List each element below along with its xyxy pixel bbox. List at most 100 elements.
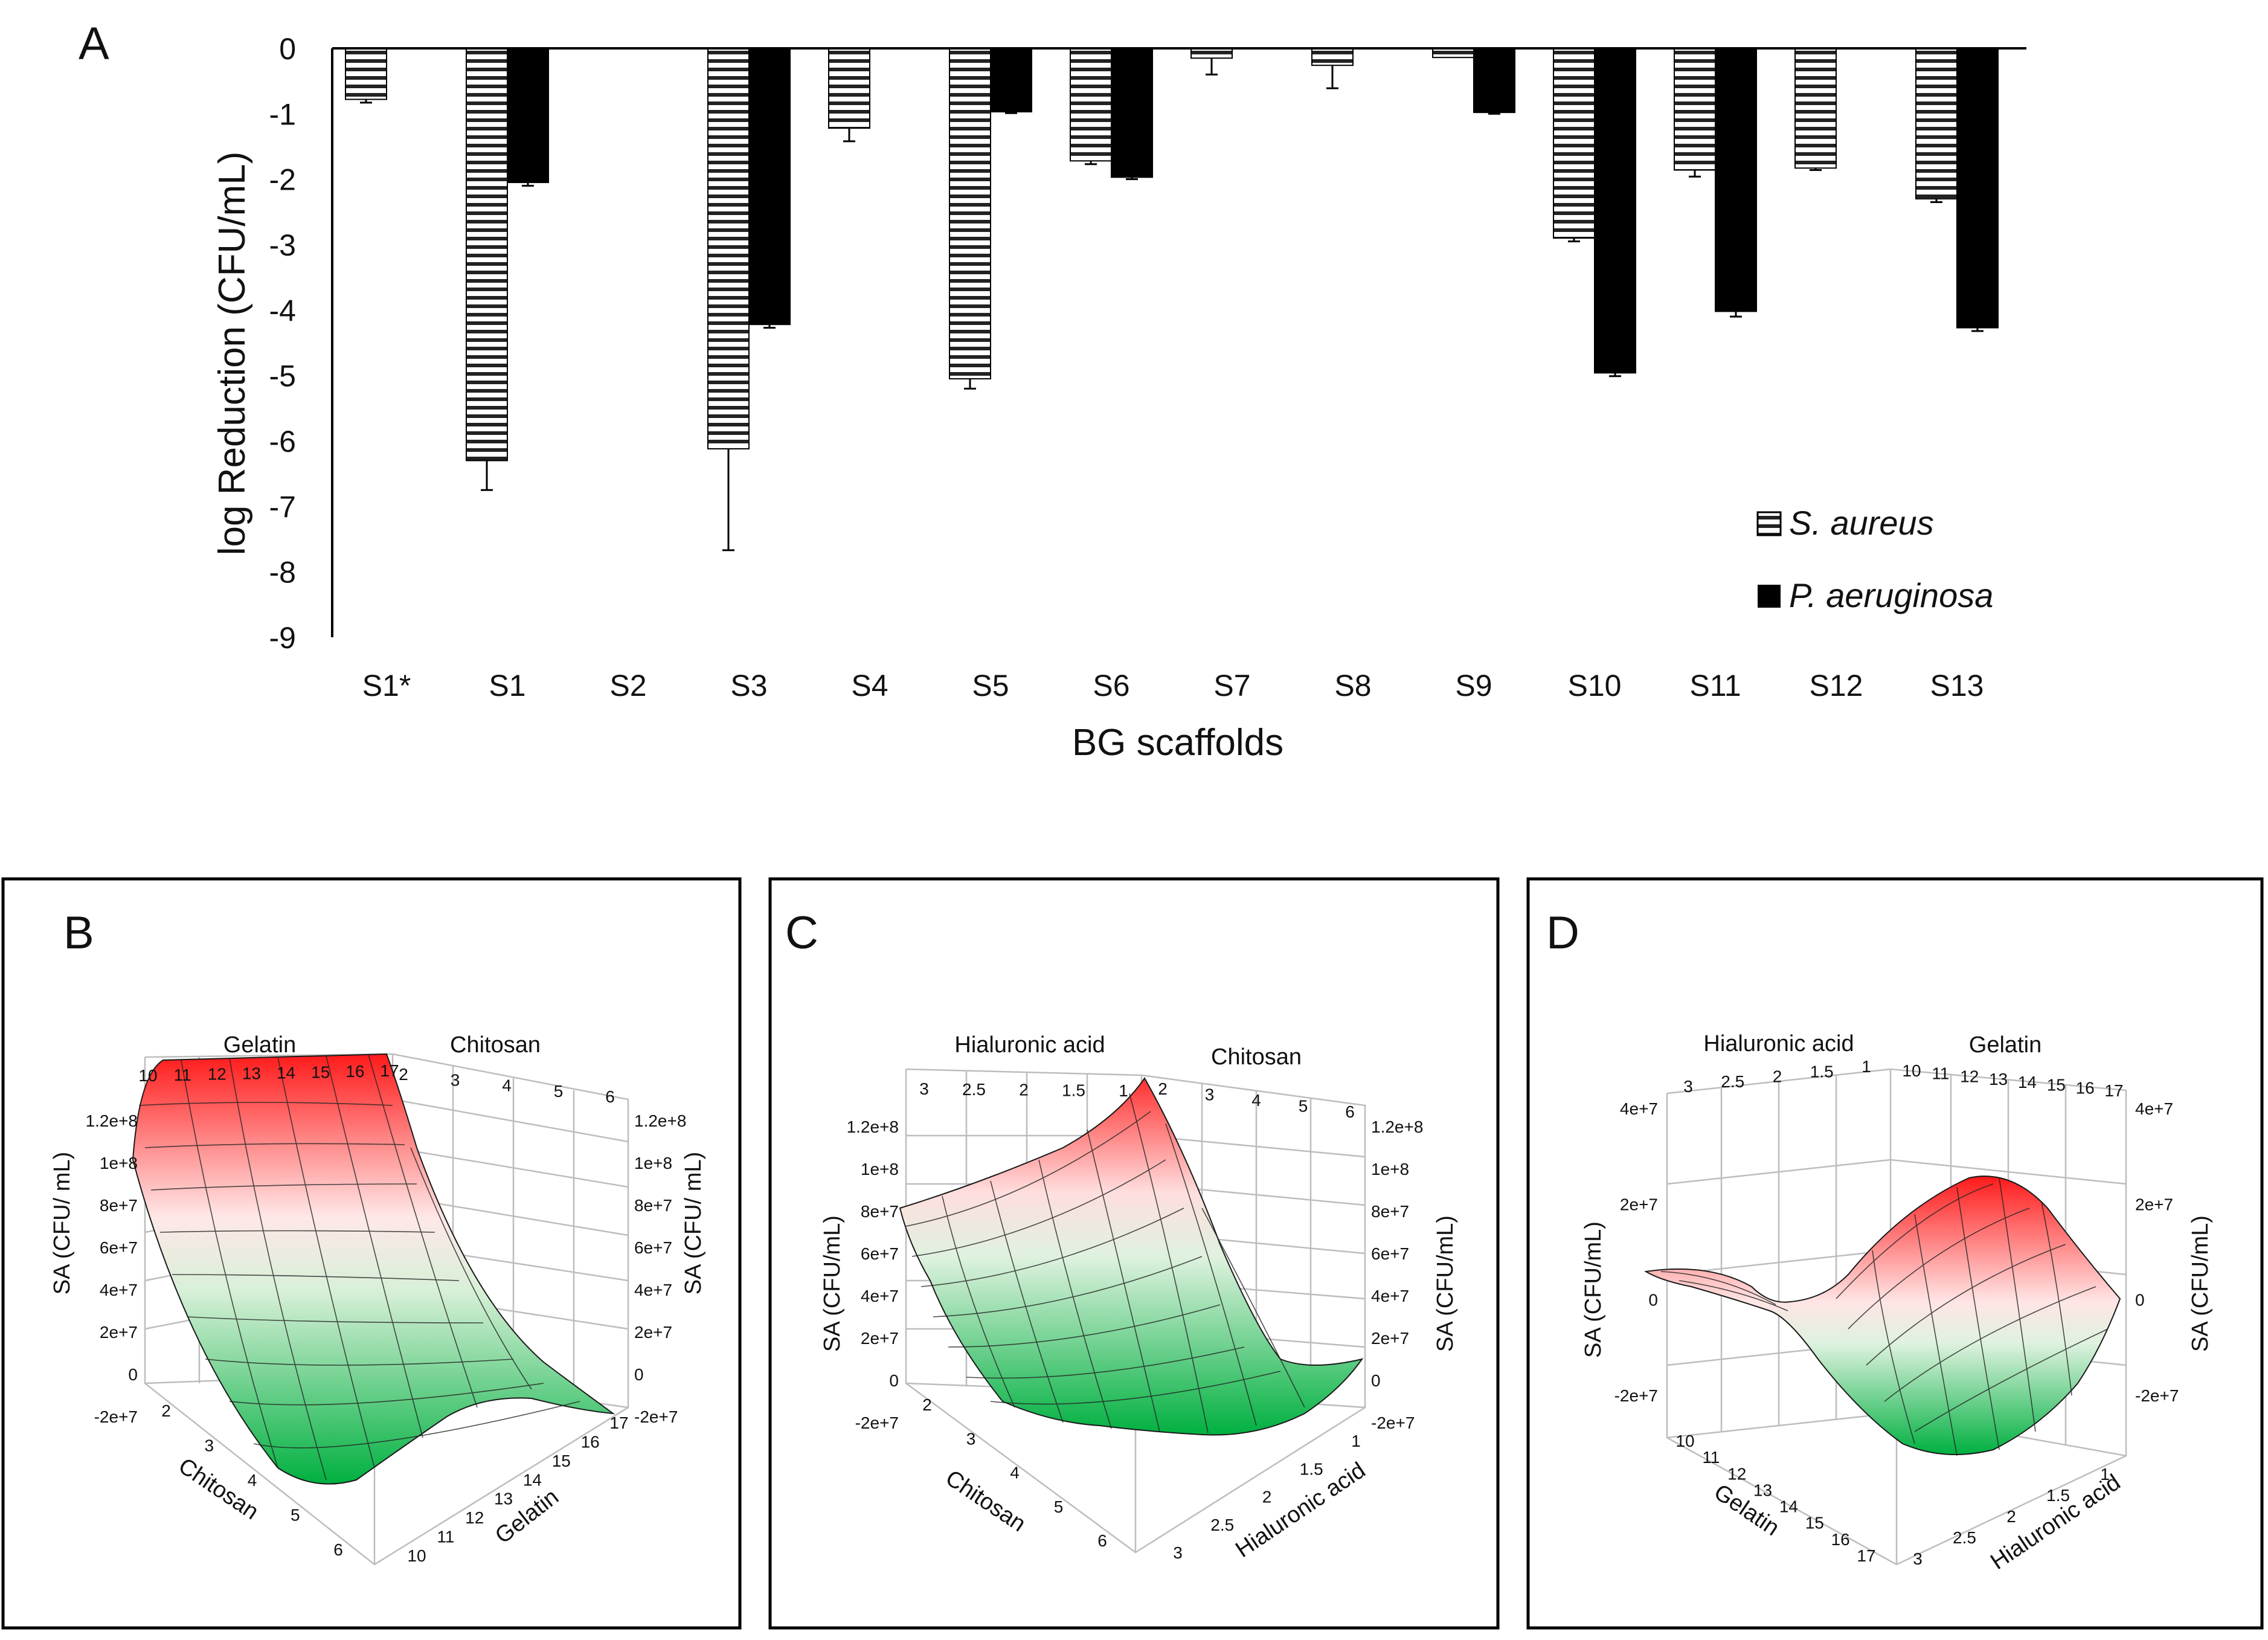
front-right-tick-label: 2 xyxy=(1262,1488,1272,1507)
panel-b-mesh xyxy=(138,1054,580,1481)
panel-d-zlabel-left: SA (CFU/mL) xyxy=(1581,1221,1606,1358)
bar-s-aureus xyxy=(1553,48,1595,239)
z-tick-label-right: 4e+7 xyxy=(2135,1099,2173,1118)
front-left-tick-label: 2 xyxy=(922,1395,932,1414)
legend-swatch-p-aeruginosa xyxy=(1758,585,1781,608)
front-left-tick-label: 3 xyxy=(966,1429,976,1448)
panel-a-label: A xyxy=(79,18,109,69)
panel-d: D Hialuronic acid Gelatin SA (CFU/mL) xyxy=(1526,877,2264,1630)
front-left-tick-label: 17 xyxy=(1857,1546,1875,1565)
front-right-tick-label: 3 xyxy=(1913,1549,1923,1568)
z-tick-label-left: -2e+7 xyxy=(94,1407,138,1426)
front-left-tick-label: 14 xyxy=(1779,1497,1798,1516)
z-tick-label-left: 1e+8 xyxy=(861,1160,899,1179)
back-left-tick-label: 1 xyxy=(1119,1081,1128,1100)
panel-b-label: B xyxy=(63,907,94,959)
panel-d-label: D xyxy=(1546,907,1579,959)
z-tick-label-left: 4e+7 xyxy=(1620,1099,1658,1118)
back-left-tick-label: 2.5 xyxy=(962,1080,986,1099)
panel-c-zlabel-left: SA (CFU/mL) xyxy=(820,1215,845,1352)
front-left-tick-label: 3 xyxy=(204,1436,214,1455)
z-tick-label-left: 4e+7 xyxy=(100,1281,138,1299)
front-right-tick-label: 15 xyxy=(552,1452,571,1470)
panel-a-y-tick-label: -6 xyxy=(269,425,296,458)
bar-s-aureus xyxy=(1432,48,1474,59)
panel-b-zlabel-right: SA (CFU/ mL) xyxy=(681,1152,706,1294)
panel-c-axis-back-right: Chitosan xyxy=(1211,1044,1302,1070)
z-tick-label-right: 6e+7 xyxy=(1371,1244,1409,1263)
front-right-tick-label: 2.5 xyxy=(1210,1516,1234,1534)
back-left-tick-label: 10 xyxy=(138,1066,157,1085)
bar-p-aeruginosa xyxy=(1715,48,1757,312)
front-right-tick-label: 1.5 xyxy=(2046,1486,2070,1505)
z-tick-label-right: 4e+7 xyxy=(634,1281,672,1299)
front-left-tick-label: 2 xyxy=(161,1401,171,1420)
z-tick-label-left: 1e+8 xyxy=(100,1154,138,1172)
front-left-tick-label: 10 xyxy=(1675,1432,1694,1450)
z-tick-label-right: 2e+7 xyxy=(634,1323,672,1342)
panel-c-axis-back-left: Hialuronic acid xyxy=(954,1032,1105,1058)
front-right-tick-label: 17 xyxy=(609,1413,628,1432)
z-tick-label-left: 0 xyxy=(128,1365,138,1384)
panel-a-x-tick-label: S8 xyxy=(1334,669,1371,703)
bar-s-aureus xyxy=(345,48,387,100)
panel-a-x-tick-label: S2 xyxy=(609,669,646,703)
legend: S. aureus P. aeruginosa xyxy=(1756,504,1993,614)
back-left-tick-label: 17 xyxy=(380,1061,399,1080)
back-right-tick-label: 2 xyxy=(399,1065,408,1084)
panel-c-mesh xyxy=(905,1093,1305,1433)
bar-s-aureus xyxy=(1190,48,1233,59)
panel-a-y-tick-label: -2 xyxy=(269,163,296,197)
z-tick-label-left: 2e+7 xyxy=(861,1329,899,1348)
front-left-tick-label: 13 xyxy=(1753,1481,1772,1499)
bar-p-aeruginosa xyxy=(990,48,1032,113)
front-right-tick-label: 2 xyxy=(2006,1507,2016,1526)
z-tick-label-right: 0 xyxy=(634,1365,644,1384)
panel-d-ticks: 3 2.5 2 1.5 1 10 11 12 13 14 15 16 17101112131415161… xyxy=(1614,1057,2179,1568)
legend-label-s-aureus: S. aureus xyxy=(1789,504,1934,542)
panel-a-x-tick-label: S13 xyxy=(1930,669,1984,703)
z-tick-label-right: 8e+7 xyxy=(634,1196,672,1215)
panel-d-axis-back-right: Gelatin xyxy=(1969,1032,2042,1058)
bar-s-aureus xyxy=(466,48,508,461)
panel-a-x-tick-label: S9 xyxy=(1455,669,1492,703)
panel-a-y-tick-label: -8 xyxy=(269,556,296,590)
front-right-tick-label: 2.5 xyxy=(1953,1528,1976,1547)
z-tick-label-right: 8e+7 xyxy=(1371,1202,1409,1221)
panel-a-y-tick-label: -4 xyxy=(269,294,296,327)
panel-a-y-tick-label: -9 xyxy=(269,621,296,655)
z-tick-label-left: 2e+7 xyxy=(100,1323,138,1342)
front-left-tick-label: 4 xyxy=(248,1471,257,1490)
panel-a-y-tick-label: -7 xyxy=(269,490,296,524)
z-tick-label-right: 0 xyxy=(1371,1371,1381,1390)
panel-a-x-tick-label: S1 xyxy=(489,669,525,703)
z-tick-label-left: 4e+7 xyxy=(861,1287,899,1305)
front-right-tick-label: 13 xyxy=(494,1490,513,1508)
back-right-tick-label: 5 xyxy=(1299,1097,1308,1116)
front-right-tick-label: 1 xyxy=(1351,1432,1361,1450)
back-left-tick-label: 13 xyxy=(242,1064,261,1083)
back-right-tick-label: 12 xyxy=(1960,1067,1979,1085)
back-right-tick-label: 15 xyxy=(2047,1076,2066,1095)
panel-a-x-tick-label: S10 xyxy=(1568,669,1622,703)
panel-a-x-tick-label: S6 xyxy=(1093,669,1129,703)
bar-s-aureus xyxy=(828,48,870,129)
bar-s-aureus xyxy=(1794,48,1837,169)
back-right-tick-label: 6 xyxy=(1345,1102,1355,1121)
back-right-tick-label: 2 xyxy=(1158,1079,1168,1098)
front-right-tick-label: 11 xyxy=(437,1528,454,1546)
panel-a: A log Reduction (CFU/mL) BG scaffolds 0 -… xyxy=(79,18,2026,764)
bar-p-aeruginosa xyxy=(748,48,791,326)
back-right-tick-label: 4 xyxy=(502,1076,512,1095)
bar-s-aureus xyxy=(1070,48,1112,162)
bar-p-aeruginosa xyxy=(1473,48,1515,114)
z-tick-label-left: 1.2e+8 xyxy=(847,1117,899,1136)
panel-a-x-tick-label: S12 xyxy=(1810,669,1863,703)
z-tick-label-right: 1e+8 xyxy=(634,1154,672,1172)
front-left-tick-label: 4 xyxy=(1010,1464,1020,1482)
z-tick-label-left: 0 xyxy=(889,1371,899,1390)
bar-s-aureus xyxy=(949,48,991,380)
front-right-tick-label: 14 xyxy=(523,1470,542,1489)
